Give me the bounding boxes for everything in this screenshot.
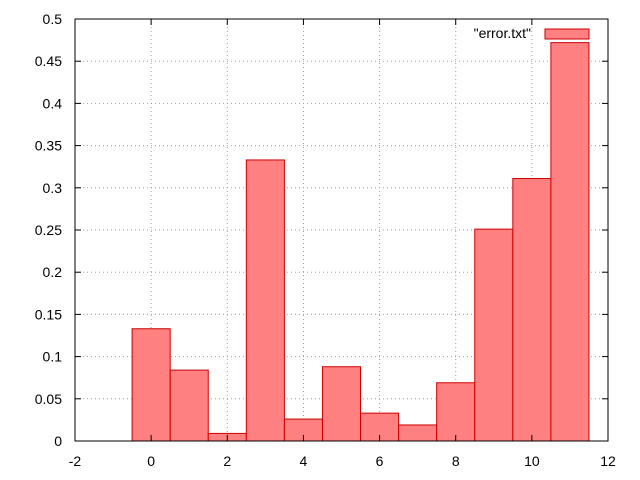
y-tick-label: 0 [54,433,62,449]
bar [131,328,171,442]
bar [398,424,438,442]
y-tick-label: 0.5 [43,11,63,27]
y-tick-label: 0.35 [35,138,62,154]
y-tick-label: 0.2 [43,264,63,280]
x-tick-label: 12 [600,453,616,469]
bar [245,159,285,442]
legend: "error.txt" [474,25,590,41]
y-tick-label: 0.1 [43,349,63,365]
bar [474,228,514,442]
x-tick-label: 8 [452,453,460,469]
axis-ticks [74,18,609,442]
x-tick-label: -2 [69,453,82,469]
bar [436,382,476,442]
y-tick-label: 0.05 [35,391,62,407]
bars [131,42,590,442]
y-tick-label: 0.25 [35,222,62,238]
bar [550,42,590,442]
bar [512,178,552,442]
x-tick-label: 6 [376,453,384,469]
y-tick-label: 0.4 [43,95,63,111]
x-axis-tick-labels: -2 0 2 4 6 8 10 12 [69,453,616,469]
legend-swatch [544,28,590,40]
bar [169,369,209,442]
y-tick-label: 0.15 [35,306,62,322]
x-tick-label: 10 [524,453,540,469]
y-tick-label: 0.3 [43,180,63,196]
legend-label: "error.txt" [474,25,531,41]
x-tick-label: 0 [147,453,155,469]
y-axis-tick-labels: 0 0.05 0.1 0.15 0.2 0.25 0.3 0.35 0.4 0.45 0.5 [35,11,62,449]
x-tick-label: 2 [223,453,231,469]
bar [321,366,362,442]
y-tick-label: 0.45 [35,53,62,69]
x-tick-label: 4 [300,453,308,469]
